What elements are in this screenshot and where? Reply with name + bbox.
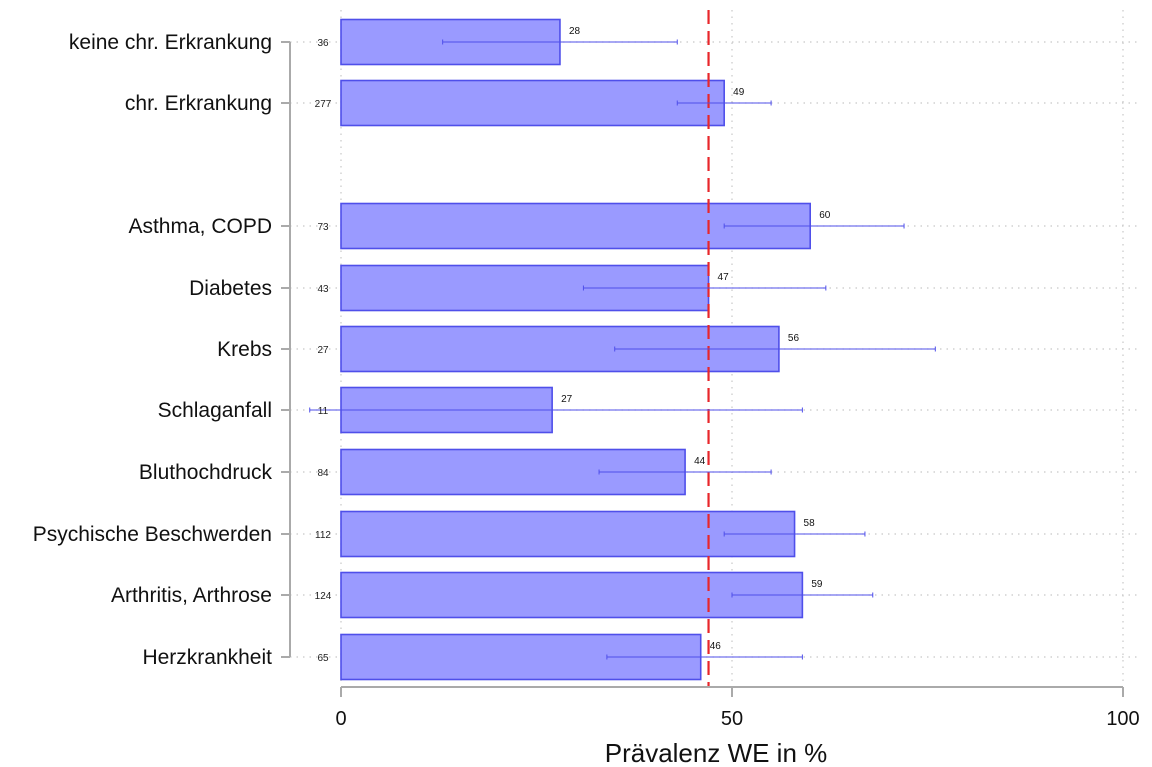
x-tick-label: 100: [1106, 708, 1139, 730]
sample-size-label: 11: [318, 406, 329, 417]
sample-size-label: 124: [315, 591, 332, 602]
x-tick-label: 0: [335, 708, 346, 730]
category-label: Schlaganfall: [158, 399, 272, 422]
category-label: Herzkrankheit: [142, 646, 272, 669]
labels: keine chr. Erkrankung 36 28 chr. Erkrankung…: [33, 26, 831, 669]
category-label: Psychische Beschwerden: [33, 523, 272, 546]
value-label: 27: [561, 394, 573, 405]
value-label: 56: [788, 333, 800, 344]
value-label: 59: [811, 579, 823, 590]
category-label: Diabetes: [189, 277, 272, 300]
sample-size-label: 43: [317, 284, 329, 295]
category-label: Arthritis, Arthrose: [111, 584, 272, 607]
sample-size-label: 73: [317, 222, 329, 233]
sample-size-label: 84: [317, 468, 329, 479]
category-label: chr. Erkrankung: [125, 92, 272, 115]
value-label: 28: [569, 26, 581, 37]
category-label: Bluthochdruck: [139, 461, 273, 484]
bars: [340, 18, 812, 681]
axes: 0 50 100: [281, 41, 1140, 730]
sample-size-label: 112: [315, 530, 331, 541]
sample-size-label: 36: [317, 38, 329, 49]
sample-size-label: 277: [315, 99, 332, 110]
category-label: Asthma, COPD: [128, 215, 272, 238]
value-label: 58: [804, 518, 816, 529]
category-label: Krebs: [217, 338, 272, 361]
x-tick-label: 50: [721, 708, 743, 730]
value-label: 60: [819, 210, 831, 221]
sample-size-label: 65: [317, 653, 329, 664]
bar: [340, 79, 725, 127]
sample-size-label: 27: [317, 345, 329, 356]
category-label: keine chr. Erkrankung: [69, 31, 272, 54]
bar: [340, 571, 804, 619]
x-axis-title: Prävalenz WE in %: [605, 738, 828, 767]
error-bars: [309, 39, 936, 660]
value-label: 46: [710, 641, 722, 652]
value-label: 49: [733, 87, 745, 98]
value-label: 47: [718, 272, 730, 283]
value-label: 44: [694, 456, 706, 467]
